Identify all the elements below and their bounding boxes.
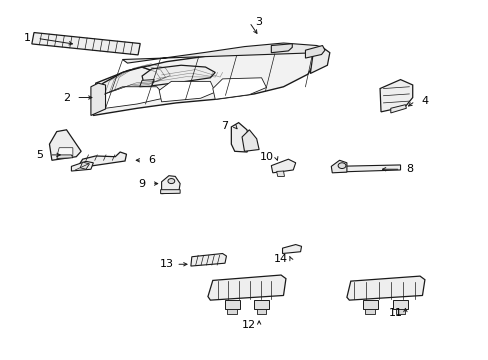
Circle shape: [167, 179, 174, 184]
Polygon shape: [271, 159, 295, 173]
Circle shape: [337, 163, 345, 168]
Polygon shape: [49, 130, 81, 160]
Text: 5: 5: [36, 150, 43, 160]
Polygon shape: [362, 300, 377, 309]
Polygon shape: [80, 162, 89, 169]
Polygon shape: [305, 45, 325, 58]
Text: 11: 11: [388, 308, 402, 318]
Polygon shape: [32, 32, 140, 55]
Polygon shape: [310, 47, 329, 73]
Polygon shape: [57, 155, 73, 158]
Polygon shape: [142, 65, 215, 87]
Polygon shape: [392, 300, 407, 309]
Text: 12: 12: [242, 320, 256, 330]
Text: 13: 13: [159, 259, 173, 269]
Polygon shape: [254, 300, 268, 309]
Polygon shape: [80, 152, 126, 167]
Polygon shape: [282, 244, 301, 253]
Polygon shape: [190, 253, 226, 266]
Polygon shape: [140, 80, 154, 87]
Polygon shape: [207, 275, 285, 300]
Polygon shape: [379, 80, 412, 112]
Polygon shape: [212, 78, 266, 99]
Text: 7: 7: [221, 121, 228, 131]
Polygon shape: [242, 130, 259, 151]
Text: 4: 4: [421, 96, 427, 106]
Polygon shape: [231, 123, 250, 152]
Text: 6: 6: [148, 155, 155, 165]
Text: 9: 9: [138, 179, 145, 189]
Text: 14: 14: [273, 254, 287, 264]
Text: 10: 10: [259, 152, 273, 162]
Text: 2: 2: [63, 93, 70, 103]
Polygon shape: [395, 309, 405, 315]
Polygon shape: [91, 83, 105, 116]
Polygon shape: [334, 165, 400, 172]
Polygon shape: [224, 300, 239, 309]
Polygon shape: [227, 309, 237, 315]
Polygon shape: [159, 81, 215, 102]
Text: 8: 8: [406, 164, 413, 174]
Polygon shape: [390, 105, 406, 113]
Polygon shape: [256, 309, 266, 315]
Polygon shape: [365, 309, 374, 315]
Polygon shape: [122, 43, 322, 63]
Polygon shape: [346, 276, 424, 300]
Polygon shape: [71, 161, 93, 171]
Polygon shape: [160, 190, 180, 194]
Polygon shape: [161, 176, 180, 194]
Polygon shape: [93, 89, 115, 103]
Polygon shape: [330, 160, 346, 173]
Polygon shape: [103, 87, 166, 108]
Text: 3: 3: [255, 17, 262, 27]
Polygon shape: [271, 44, 292, 53]
Polygon shape: [96, 67, 161, 98]
Polygon shape: [93, 47, 317, 116]
Text: 1: 1: [24, 33, 31, 43]
Polygon shape: [57, 148, 73, 157]
Polygon shape: [276, 171, 284, 176]
